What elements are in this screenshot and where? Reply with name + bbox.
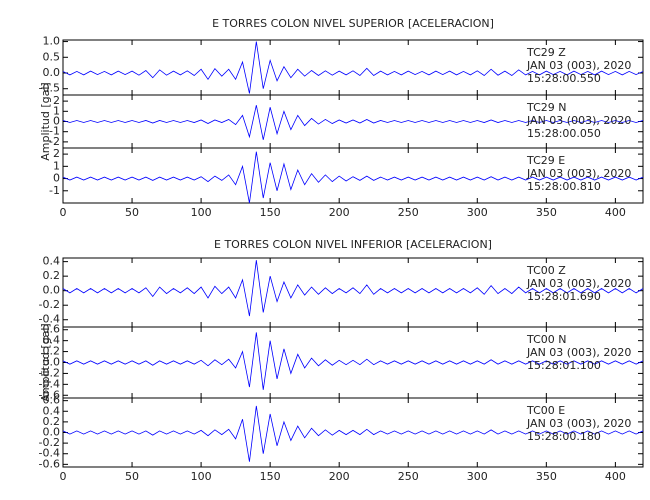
y-tick-label: 2: [53, 94, 60, 107]
y-tick-label: -0.4: [39, 313, 60, 326]
x-tick-label: 300: [467, 470, 488, 483]
annotation: 15:28:00.810: [527, 180, 601, 193]
annotation: JAN 03 (003), 2020: [526, 346, 631, 359]
y-tick-label: 2: [53, 147, 60, 160]
y-tick-label: -1: [49, 184, 60, 197]
y-tick-label: 1: [53, 159, 60, 172]
y-tick-label: -1: [49, 125, 60, 138]
x-tick-label: 200: [329, 206, 350, 219]
y-tick-label: 0.2: [43, 269, 61, 282]
y-tick-label: -0.6: [39, 457, 60, 470]
waveform: [62, 151, 644, 204]
annotation: 15:28:01.690: [527, 290, 601, 303]
trace-name: TC29 Z: [526, 46, 566, 59]
y-tick-label: 1: [53, 104, 60, 117]
annotation: JAN 03 (003), 2020: [526, 167, 631, 180]
x-tick-label: 50: [125, 470, 139, 483]
waveform: [62, 405, 644, 462]
x-tick-label: 100: [191, 206, 212, 219]
trace-name: TC29 N: [526, 101, 566, 114]
annotation: 15:28:01.100: [527, 359, 601, 372]
panel-frame: [62, 147, 644, 204]
y-axis-label: Amplitud [gal]: [39, 323, 52, 401]
y-tick-label: 0.5: [43, 50, 61, 63]
x-tick-label: 250: [398, 470, 419, 483]
y-tick-label: -0.5: [39, 82, 60, 95]
annotation: JAN 03 (003), 2020: [526, 114, 631, 127]
trace-name: TC00 N: [526, 333, 566, 346]
x-tick-label: 0: [60, 206, 67, 219]
y-tick-label: 1.0: [43, 35, 61, 48]
y-tick-label: 0.4: [43, 404, 61, 417]
y-tick-label: 0.0: [43, 426, 61, 439]
y-tick-label: -2: [49, 135, 60, 148]
waveform: [62, 260, 644, 317]
x-tick-label: 250: [398, 206, 419, 219]
waveform: [62, 105, 644, 140]
annotation: 15:28:00.550: [527, 72, 601, 85]
annotation: JAN 03 (003), 2020: [526, 277, 631, 290]
y-tick-label: -0.2: [39, 366, 60, 379]
y-tick-label: -0.4: [39, 447, 60, 460]
y-tick-label: 0.2: [43, 415, 61, 428]
x-tick-label: 350: [536, 470, 557, 483]
x-tick-label: 100: [191, 470, 212, 483]
y-tick-label: 0.4: [43, 255, 61, 268]
y-tick-label: 0: [53, 172, 60, 185]
y-tick-label: 0.2: [43, 345, 61, 358]
y-axis-label: Amplitud [gal]: [39, 82, 52, 160]
y-tick-label: 0: [53, 115, 60, 128]
y-tick-label: 0.0: [43, 356, 61, 369]
waveform: [62, 41, 644, 94]
x-tick-label: 400: [605, 470, 626, 483]
x-tick-label: 150: [260, 470, 281, 483]
y-tick-label: -0.2: [39, 298, 60, 311]
y-tick-label: -0.4: [39, 377, 60, 390]
annotation: JAN 03 (003), 2020: [526, 417, 631, 430]
x-tick-label: 200: [329, 470, 350, 483]
x-tick-label: 0: [60, 470, 67, 483]
y-tick-label: -0.6: [39, 388, 60, 401]
waveform: [62, 332, 644, 390]
x-tick-label: 350: [536, 206, 557, 219]
trace-name: TC00 Z: [526, 264, 566, 277]
y-tick-label: 0.6: [43, 323, 61, 336]
y-tick-label: 0.6: [43, 394, 61, 407]
x-tick-label: 300: [467, 206, 488, 219]
y-tick-label: 0.4: [43, 334, 61, 347]
y-tick-label: -0.2: [39, 436, 60, 449]
chart-title: E TORRES COLON NIVEL INFERIOR [ACELERACI…: [214, 238, 492, 251]
annotation: 15:28:00.180: [527, 430, 601, 443]
trace-name: TC29 E: [526, 154, 565, 167]
y-tick-label: 0.0: [43, 66, 61, 79]
trace-name: TC00 E: [526, 404, 565, 417]
x-tick-label: 150: [260, 206, 281, 219]
annotation: JAN 03 (003), 2020: [526, 59, 631, 72]
x-tick-label: 400: [605, 206, 626, 219]
x-tick-label: 50: [125, 206, 139, 219]
chart-title: E TORRES COLON NIVEL SUPERIOR [ACELERACI…: [212, 17, 494, 30]
annotation: 15:28:00.050: [527, 127, 601, 140]
y-tick-label: 0.0: [43, 284, 61, 297]
